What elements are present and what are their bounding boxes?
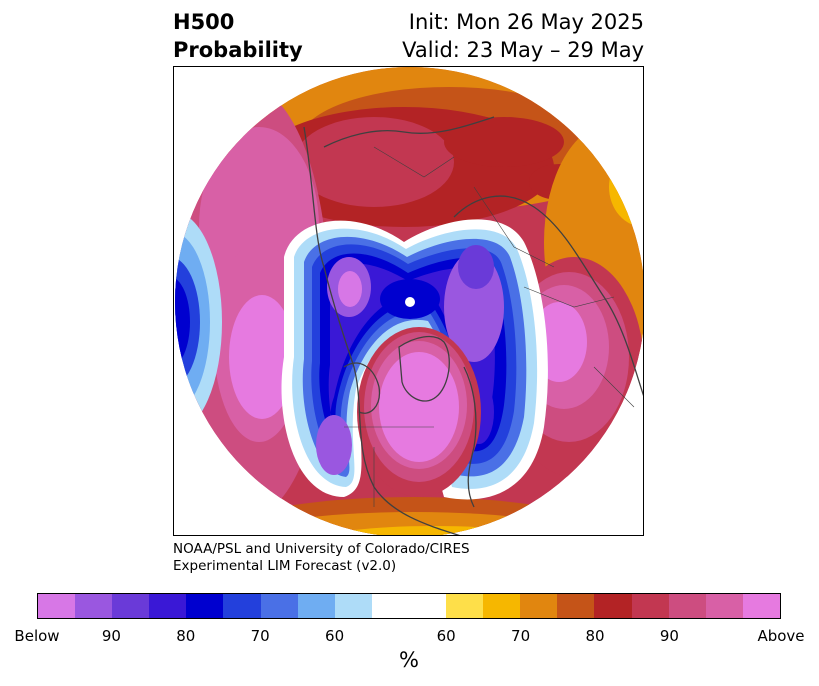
coast-hudson	[343, 362, 381, 414]
colorbar-tick-label: 90	[101, 627, 121, 645]
border-3	[473, 186, 555, 268]
colorbar-tick-label: 80	[585, 627, 605, 645]
colorbar-segment	[334, 594, 372, 618]
probability-map	[175, 67, 643, 535]
colorbar	[37, 593, 781, 619]
colorbar-tick-label: 70	[511, 627, 531, 645]
colorbar-segment	[705, 594, 743, 618]
colorbar-segment	[446, 594, 484, 618]
colorbar-segment	[223, 594, 261, 618]
border-5	[373, 146, 455, 178]
colorbar-segment	[38, 594, 76, 618]
colorbar-segment	[75, 594, 113, 618]
colorbar-segment	[557, 594, 595, 618]
north-belt-core	[444, 117, 564, 167]
colorbar-tick-label: 60	[325, 627, 345, 645]
na-core	[379, 352, 459, 462]
colorbar-tick-label: Above	[757, 627, 805, 645]
map-panel	[173, 66, 644, 536]
colorbar-segment	[631, 594, 669, 618]
ne-yellow	[564, 72, 643, 142]
credit-block: NOAA/PSL and University of Colorado/CIRE…	[173, 541, 470, 575]
coastlines	[303, 116, 643, 535]
valid-range: Valid: 23 May – 29 May	[402, 38, 644, 62]
colorbar-segment	[371, 594, 447, 618]
far-west-navy	[175, 277, 190, 367]
country-borders	[344, 146, 635, 507]
colorbar-segment	[186, 594, 224, 618]
colorbar-segment	[149, 594, 187, 618]
border-4	[523, 286, 615, 308]
colorbar-tick-label: Below	[14, 627, 60, 645]
coast-europe	[463, 366, 477, 508]
date-block: Init: Mon 26 May 2025 Valid: 23 May – 29…	[402, 8, 644, 64]
credit-line-1: NOAA/PSL and University of Colorado/CIRE…	[173, 541, 470, 557]
colorbar-segment	[112, 594, 150, 618]
far-west-royal	[175, 257, 200, 387]
colorbar-tick-label: 90	[659, 627, 679, 645]
colorbar-segment	[260, 594, 298, 618]
colorbar-tick-label: 80	[176, 627, 196, 645]
coast-north-america	[303, 126, 460, 535]
coast-greenland	[398, 335, 450, 402]
coast-eurasia	[453, 195, 643, 397]
neg-core-sw-purple	[316, 415, 352, 475]
pacific-core	[229, 295, 295, 419]
colorbar-segment	[594, 594, 632, 618]
colorbar-segment	[520, 594, 558, 618]
colorbar-segment	[483, 594, 521, 618]
coast-asia-east	[323, 116, 495, 148]
border-6	[593, 366, 635, 408]
probability-field	[175, 67, 643, 535]
neg-core-west	[338, 271, 362, 307]
colorbar-unit: %	[399, 648, 419, 672]
pole-marker	[405, 297, 415, 307]
title-line-2: Probability	[173, 38, 303, 62]
colorbar-segment	[742, 594, 780, 618]
ne-white	[569, 97, 619, 137]
neg-core-east-violet	[458, 245, 494, 289]
colorbar-tick-label: 60	[436, 627, 456, 645]
title-line-1: H500	[173, 10, 235, 34]
north-belt-crimson	[294, 117, 454, 207]
init-date: Init: Mon 26 May 2025	[408, 10, 644, 34]
colorbar-tick-label: 70	[250, 627, 270, 645]
credit-line-2: Experimental LIM Forecast (v2.0)	[173, 558, 397, 574]
title-block: H500 Probability	[173, 8, 303, 64]
colorbar-segment	[668, 594, 706, 618]
colorbar-segment	[297, 594, 335, 618]
